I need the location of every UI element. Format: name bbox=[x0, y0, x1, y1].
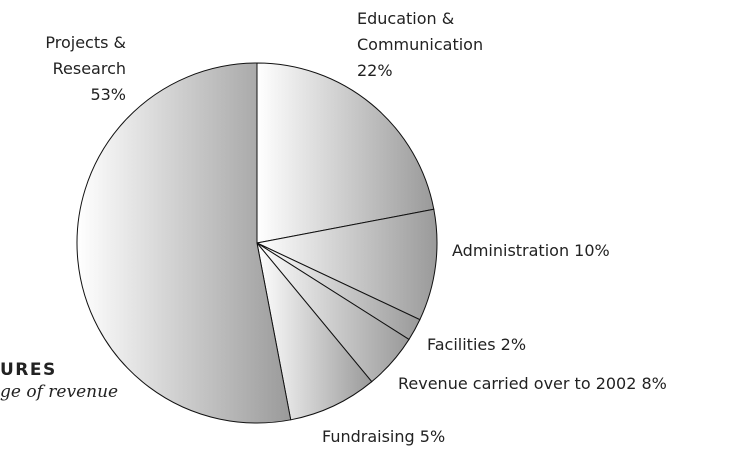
value-label: 22% bbox=[357, 61, 393, 80]
category-name: Fundraising bbox=[322, 427, 415, 446]
value-label: 8% bbox=[641, 374, 667, 393]
caption-subtitle: ge of revenue bbox=[0, 382, 119, 402]
pie-slice bbox=[256, 242, 373, 421]
value-label: 2% bbox=[500, 335, 527, 354]
category-name: Projects & Research bbox=[45, 33, 126, 78]
pie-slice bbox=[76, 62, 292, 424]
slice-label: Revenue carried over to 2002 8% bbox=[398, 371, 667, 397]
slice-label: Administration 10% bbox=[452, 238, 610, 264]
category-name: Administration bbox=[452, 241, 570, 260]
slice-label: Projects & Research 53% bbox=[20, 30, 126, 108]
category-name: Facilities bbox=[427, 335, 496, 354]
pie-slice bbox=[255, 208, 438, 321]
category-name: Revenue carried over to 2002 bbox=[398, 374, 637, 393]
category-name: Education & Communication bbox=[357, 9, 484, 54]
caption-title: URES bbox=[0, 360, 57, 380]
pie-slice bbox=[256, 62, 435, 244]
value-label: 5% bbox=[419, 427, 446, 446]
slice-label: Facilities 2% bbox=[427, 332, 526, 358]
value-label: 10% bbox=[574, 241, 610, 260]
slice-label: Fundraising 5% bbox=[322, 424, 445, 450]
value-label: 53% bbox=[90, 85, 126, 104]
slice-label: Education & Communication 22% bbox=[357, 6, 497, 84]
